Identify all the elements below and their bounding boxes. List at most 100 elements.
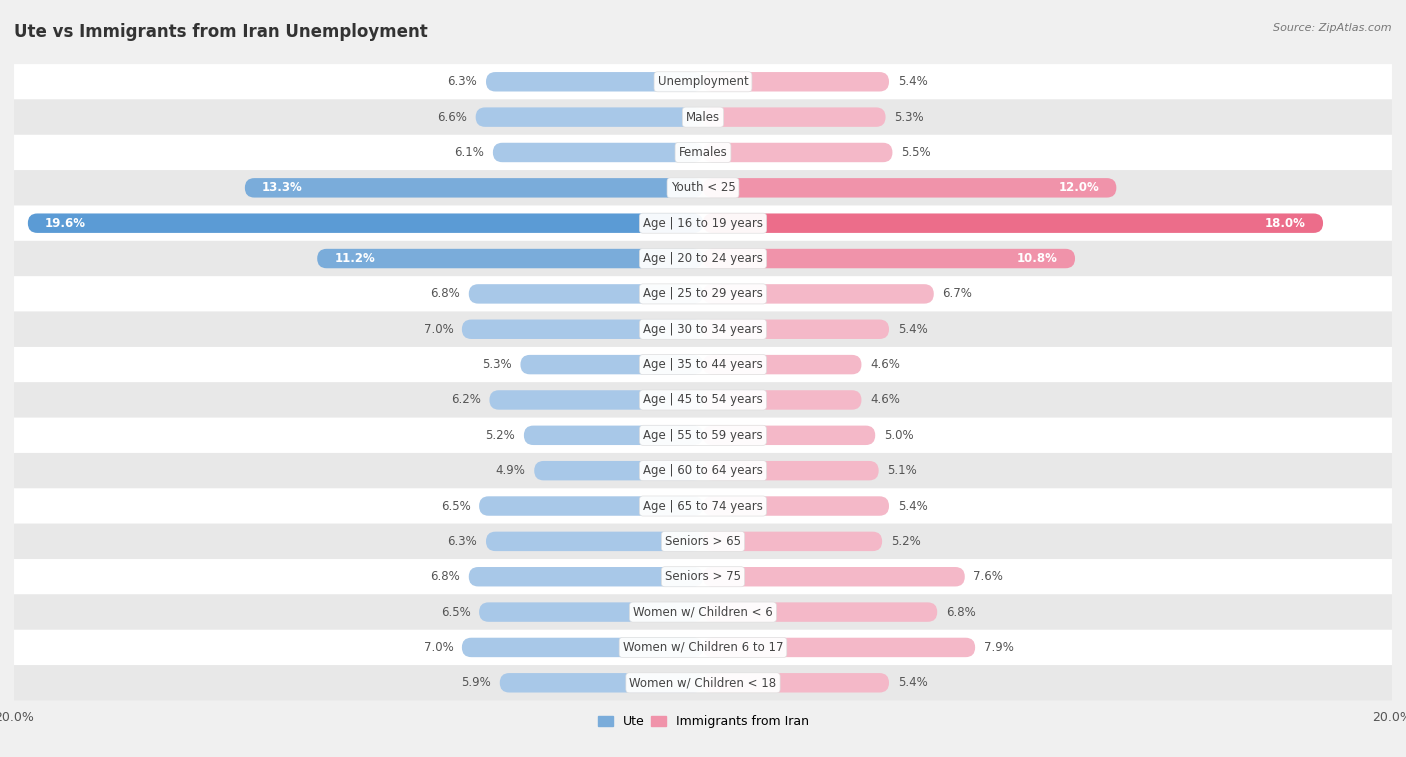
FancyBboxPatch shape bbox=[14, 559, 1392, 594]
Text: 6.5%: 6.5% bbox=[440, 606, 471, 618]
FancyBboxPatch shape bbox=[14, 382, 1392, 418]
FancyBboxPatch shape bbox=[14, 594, 1392, 630]
Text: 5.2%: 5.2% bbox=[485, 428, 515, 442]
Text: Women w/ Children < 6: Women w/ Children < 6 bbox=[633, 606, 773, 618]
FancyBboxPatch shape bbox=[703, 531, 882, 551]
Text: 6.8%: 6.8% bbox=[430, 570, 460, 583]
Text: 5.4%: 5.4% bbox=[897, 676, 928, 690]
Text: 4.6%: 4.6% bbox=[870, 358, 900, 371]
Text: Women w/ Children < 18: Women w/ Children < 18 bbox=[630, 676, 776, 690]
Text: Males: Males bbox=[686, 111, 720, 123]
Text: 5.5%: 5.5% bbox=[901, 146, 931, 159]
FancyBboxPatch shape bbox=[703, 249, 1076, 268]
FancyBboxPatch shape bbox=[14, 524, 1392, 559]
Text: Age | 35 to 44 years: Age | 35 to 44 years bbox=[643, 358, 763, 371]
FancyBboxPatch shape bbox=[703, 213, 1323, 233]
Text: 18.0%: 18.0% bbox=[1265, 217, 1306, 229]
FancyBboxPatch shape bbox=[475, 107, 703, 127]
FancyBboxPatch shape bbox=[28, 213, 703, 233]
FancyBboxPatch shape bbox=[468, 567, 703, 587]
Text: 5.9%: 5.9% bbox=[461, 676, 491, 690]
FancyBboxPatch shape bbox=[703, 178, 1116, 198]
Text: 7.0%: 7.0% bbox=[423, 322, 453, 336]
Text: Seniors > 75: Seniors > 75 bbox=[665, 570, 741, 583]
FancyBboxPatch shape bbox=[14, 205, 1392, 241]
FancyBboxPatch shape bbox=[318, 249, 703, 268]
FancyBboxPatch shape bbox=[486, 72, 703, 92]
FancyBboxPatch shape bbox=[486, 531, 703, 551]
FancyBboxPatch shape bbox=[703, 673, 889, 693]
FancyBboxPatch shape bbox=[14, 276, 1392, 312]
FancyBboxPatch shape bbox=[703, 319, 889, 339]
Text: 6.8%: 6.8% bbox=[946, 606, 976, 618]
Text: Youth < 25: Youth < 25 bbox=[671, 182, 735, 195]
Text: Age | 55 to 59 years: Age | 55 to 59 years bbox=[643, 428, 763, 442]
Text: 6.8%: 6.8% bbox=[430, 288, 460, 301]
FancyBboxPatch shape bbox=[14, 241, 1392, 276]
FancyBboxPatch shape bbox=[524, 425, 703, 445]
Text: Seniors > 65: Seniors > 65 bbox=[665, 535, 741, 548]
FancyBboxPatch shape bbox=[489, 391, 703, 410]
FancyBboxPatch shape bbox=[14, 64, 1392, 99]
Text: 5.3%: 5.3% bbox=[482, 358, 512, 371]
Text: 4.6%: 4.6% bbox=[870, 394, 900, 407]
FancyBboxPatch shape bbox=[14, 312, 1392, 347]
FancyBboxPatch shape bbox=[14, 488, 1392, 524]
FancyBboxPatch shape bbox=[461, 319, 703, 339]
FancyBboxPatch shape bbox=[534, 461, 703, 481]
FancyBboxPatch shape bbox=[499, 673, 703, 693]
FancyBboxPatch shape bbox=[703, 143, 893, 162]
Text: 6.2%: 6.2% bbox=[451, 394, 481, 407]
Text: Age | 65 to 74 years: Age | 65 to 74 years bbox=[643, 500, 763, 512]
FancyBboxPatch shape bbox=[461, 637, 703, 657]
Text: 6.5%: 6.5% bbox=[440, 500, 471, 512]
Text: 7.9%: 7.9% bbox=[984, 641, 1014, 654]
Text: 13.3%: 13.3% bbox=[262, 182, 302, 195]
Text: Women w/ Children 6 to 17: Women w/ Children 6 to 17 bbox=[623, 641, 783, 654]
Text: Age | 30 to 34 years: Age | 30 to 34 years bbox=[643, 322, 763, 336]
Text: 6.1%: 6.1% bbox=[454, 146, 484, 159]
FancyBboxPatch shape bbox=[245, 178, 703, 198]
Text: Source: ZipAtlas.com: Source: ZipAtlas.com bbox=[1274, 23, 1392, 33]
FancyBboxPatch shape bbox=[14, 170, 1392, 205]
FancyBboxPatch shape bbox=[703, 284, 934, 304]
Text: 5.1%: 5.1% bbox=[887, 464, 917, 477]
Text: 7.0%: 7.0% bbox=[423, 641, 453, 654]
Text: 6.3%: 6.3% bbox=[447, 75, 478, 89]
FancyBboxPatch shape bbox=[479, 603, 703, 621]
Text: 5.2%: 5.2% bbox=[891, 535, 921, 548]
FancyBboxPatch shape bbox=[703, 107, 886, 127]
Text: 5.4%: 5.4% bbox=[897, 75, 928, 89]
Text: 6.6%: 6.6% bbox=[437, 111, 467, 123]
Text: Females: Females bbox=[679, 146, 727, 159]
FancyBboxPatch shape bbox=[14, 453, 1392, 488]
Legend: Ute, Immigrants from Iran: Ute, Immigrants from Iran bbox=[592, 710, 814, 733]
Text: Age | 20 to 24 years: Age | 20 to 24 years bbox=[643, 252, 763, 265]
FancyBboxPatch shape bbox=[14, 347, 1392, 382]
FancyBboxPatch shape bbox=[14, 99, 1392, 135]
Text: 6.3%: 6.3% bbox=[447, 535, 478, 548]
Text: 4.9%: 4.9% bbox=[496, 464, 526, 477]
Text: Age | 25 to 29 years: Age | 25 to 29 years bbox=[643, 288, 763, 301]
Text: 6.7%: 6.7% bbox=[942, 288, 973, 301]
FancyBboxPatch shape bbox=[703, 461, 879, 481]
Text: Unemployment: Unemployment bbox=[658, 75, 748, 89]
Text: Age | 16 to 19 years: Age | 16 to 19 years bbox=[643, 217, 763, 229]
FancyBboxPatch shape bbox=[14, 135, 1392, 170]
Text: 19.6%: 19.6% bbox=[45, 217, 86, 229]
FancyBboxPatch shape bbox=[14, 630, 1392, 665]
FancyBboxPatch shape bbox=[703, 72, 889, 92]
FancyBboxPatch shape bbox=[14, 418, 1392, 453]
Text: Age | 60 to 64 years: Age | 60 to 64 years bbox=[643, 464, 763, 477]
Text: 5.4%: 5.4% bbox=[897, 500, 928, 512]
FancyBboxPatch shape bbox=[703, 603, 938, 621]
FancyBboxPatch shape bbox=[14, 665, 1392, 700]
FancyBboxPatch shape bbox=[703, 425, 875, 445]
FancyBboxPatch shape bbox=[703, 497, 889, 516]
FancyBboxPatch shape bbox=[494, 143, 703, 162]
FancyBboxPatch shape bbox=[468, 284, 703, 304]
Text: 7.6%: 7.6% bbox=[973, 570, 1004, 583]
FancyBboxPatch shape bbox=[520, 355, 703, 374]
FancyBboxPatch shape bbox=[479, 497, 703, 516]
Text: 12.0%: 12.0% bbox=[1059, 182, 1099, 195]
